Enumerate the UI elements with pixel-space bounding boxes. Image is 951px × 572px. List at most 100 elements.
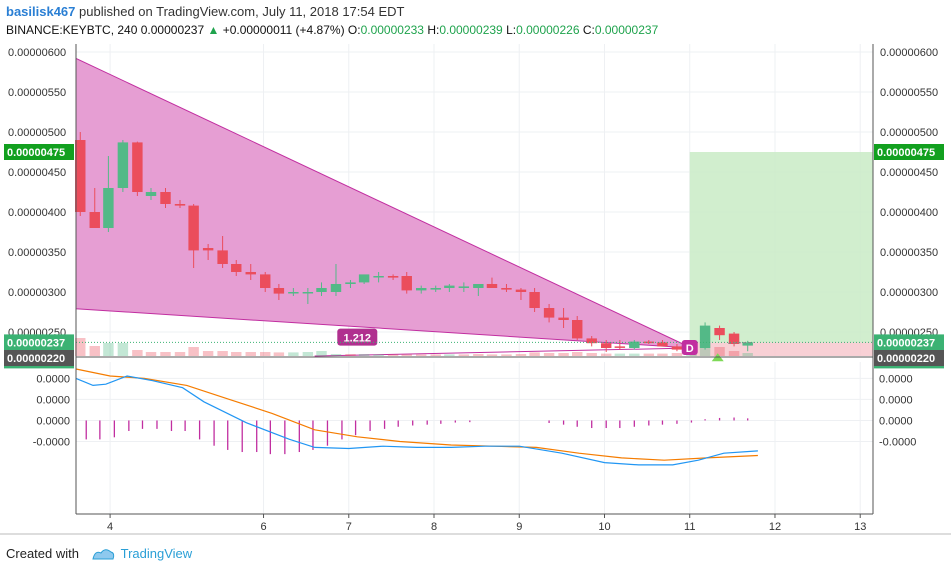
candle-body	[416, 288, 427, 291]
close-label: C:	[582, 23, 595, 37]
candle-body	[302, 292, 314, 294]
volume-bar	[458, 354, 470, 356]
right-price-tag-box	[874, 144, 944, 160]
lower-trendline	[314, 347, 692, 357]
low-label: L:	[506, 23, 517, 37]
left-price-tag-label: 0.00000220	[7, 353, 65, 365]
open-label: O:	[347, 23, 361, 37]
volume-bar	[302, 352, 314, 356]
dividend-marker-box	[681, 340, 698, 355]
volume-bar	[288, 352, 299, 356]
ratio-label-box	[337, 328, 378, 346]
left-price-tag-label: 0.00000475	[7, 147, 65, 159]
candle-body	[430, 288, 441, 290]
volume-bar	[742, 353, 753, 356]
right-price-tick: 0.00000450	[880, 167, 938, 179]
time-tick-label: 10	[598, 521, 610, 533]
right-macd-tick: -0.0000	[879, 437, 916, 449]
volume-bar	[486, 354, 498, 356]
high-value: 0.00000239	[439, 23, 503, 37]
right-macd-tick: 0.0000	[879, 394, 913, 406]
volume-bar	[444, 354, 455, 356]
candle-body	[444, 285, 455, 288]
right-price-tick: 0.00000600	[880, 47, 938, 59]
right-price-tick: 0.00000500	[880, 127, 938, 139]
price-pane[interactable]: 1.212 D	[75, 44, 873, 362]
volume-bar	[117, 343, 129, 356]
volume-bar	[558, 353, 569, 356]
macd-histogram	[85, 417, 749, 455]
left-price-tick: 0.00000300	[8, 287, 66, 299]
left-price-tick: 0.00000550	[8, 87, 66, 99]
volume-bar	[657, 353, 668, 356]
left-price-tick: 0.00000600	[8, 47, 66, 59]
volume-bar	[728, 351, 740, 356]
candlesticks	[75, 132, 753, 352]
right-price-tick: 0.00000400	[880, 207, 938, 219]
candle-body	[245, 272, 256, 275]
volume-bar	[103, 343, 114, 356]
volume-bar	[89, 346, 100, 356]
volume-bar	[202, 351, 214, 356]
candle-body	[103, 188, 114, 228]
right-price-tag-box	[874, 334, 944, 351]
volume-bar	[231, 352, 242, 356]
right-price-tag-label: 0.00000237	[877, 337, 935, 349]
candle-body	[316, 288, 327, 292]
axes: 0.00000600 0.00000600 0.00000550 0.00000550…	[0, 44, 951, 535]
price-change: +0.00000011 (+4.87%)	[222, 23, 345, 37]
left-price-tick: 0.00000350	[8, 247, 66, 259]
price-tags: 0.00000475 0.00000475 0.00000237 0.00000237…	[4, 144, 944, 369]
time-tick-label: 9	[516, 521, 522, 533]
right-price-tag-label: 0.00000220	[877, 353, 935, 365]
left-macd-tick: 0.0000	[36, 394, 70, 406]
right-macd-tick: 0.0000	[879, 373, 913, 385]
candle-body	[586, 338, 597, 344]
published-text: published on TradingView.com, July 11, 2…	[79, 4, 405, 19]
volume-bar	[401, 354, 412, 356]
right-macd-tick: 0.0000	[879, 415, 913, 427]
right-price-tick: 0.00000350	[880, 247, 938, 259]
chart-canvas[interactable]: 1.212 D 0.00000600 0.00000600 0.00000550 0.…	[0, 44, 951, 544]
time-tick-label: 4	[107, 521, 113, 533]
volume-bar	[260, 352, 271, 356]
macd-pane[interactable]	[75, 362, 873, 514]
close-value: 0.00000237	[594, 23, 659, 37]
time-tick-label: 6	[260, 521, 266, 533]
volume-bar	[358, 354, 370, 356]
candle-body	[160, 192, 171, 204]
ratio-label: 1.212	[344, 333, 372, 345]
candle-body	[345, 282, 356, 284]
low-value: 0.00000226	[516, 23, 580, 37]
candle-body	[742, 342, 753, 346]
volume-bar	[515, 354, 527, 356]
candle-body	[174, 204, 186, 206]
left-price-tick: 0.00000400	[8, 207, 66, 219]
candle-body	[273, 288, 285, 294]
volume-bar	[345, 354, 356, 356]
candle-body	[486, 284, 498, 288]
volume-bar	[671, 353, 683, 356]
candle-body	[614, 346, 626, 348]
candle-body	[529, 292, 540, 308]
candle-body	[217, 250, 228, 264]
volume-bar	[571, 352, 583, 356]
left-price-tag-box	[4, 334, 74, 351]
candle-body	[231, 264, 242, 272]
tradingview-logo-icon	[91, 547, 115, 564]
tradingview-brand[interactable]: TradingView	[120, 546, 193, 561]
chart-header: basilisk467 published on TradingView.com…	[0, 0, 951, 44]
candle-body	[401, 276, 412, 291]
volume-bar	[188, 347, 199, 356]
time-tick-label: 13	[854, 521, 866, 533]
candle-body	[288, 292, 299, 294]
author-username[interactable]: basilisk467	[6, 4, 76, 19]
candle-body	[387, 276, 399, 278]
open-value: 0.00000233	[360, 23, 424, 37]
volume-bar	[529, 352, 540, 356]
candle-body	[260, 274, 271, 288]
candle-body	[643, 341, 655, 344]
volume-bar	[643, 353, 655, 356]
candle-body	[188, 205, 199, 251]
right-price-tag-label: 0.00000475	[877, 147, 935, 159]
